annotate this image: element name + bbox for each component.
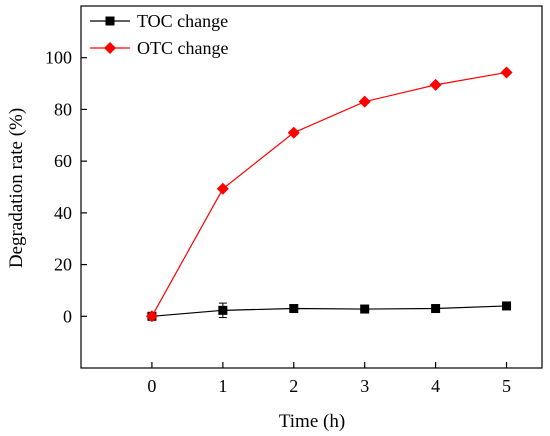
toc-point [289,304,299,314]
y-tick-label: 100 [45,48,72,68]
x-tick-label: 3 [360,376,369,396]
x-tick-label: 4 [431,376,440,396]
legend-item-toc: TOC change [90,11,228,31]
y-tick-label: 40 [54,203,72,223]
otc-point [145,310,158,323]
legend-item-otc: OTC change [90,38,228,58]
toc-point [360,304,370,314]
y-axis-title: Degradation rate (%) [6,108,27,268]
toc-line [151,305,507,317]
plot-series [145,66,513,323]
x-tick-label: 0 [147,376,156,396]
toc-point [431,304,441,314]
x-tick-label: 5 [502,376,511,396]
otc-point [358,95,371,108]
legend: TOC change OTC change [90,11,228,58]
otc-point [287,126,300,139]
y-tick-label: 60 [54,151,72,171]
toc-point [218,305,228,315]
legend-swatch-marker [105,16,115,26]
y-axis: 0 20 40 60 80 100 [45,48,87,326]
otc-series [145,66,513,323]
legend-label: TOC change [137,11,228,31]
toc-point [502,301,512,311]
y-tick-label: 0 [63,306,72,326]
x-axis-title: Time (h) [279,411,345,432]
x-tick-label: 1 [218,376,227,396]
otc-line [151,71,507,317]
legend-label: OTC change [137,38,228,58]
toc-series [147,301,512,321]
x-axis: 0 1 2 3 4 5 [147,362,511,396]
otc-point [429,78,442,91]
x-tick-label: 2 [289,376,298,396]
legend-swatch-marker [104,42,116,54]
y-tick-label: 80 [54,99,72,119]
y-tick-label: 20 [54,255,72,275]
otc-point [216,182,229,195]
plot-frame [80,5,543,369]
otc-point [500,66,513,79]
